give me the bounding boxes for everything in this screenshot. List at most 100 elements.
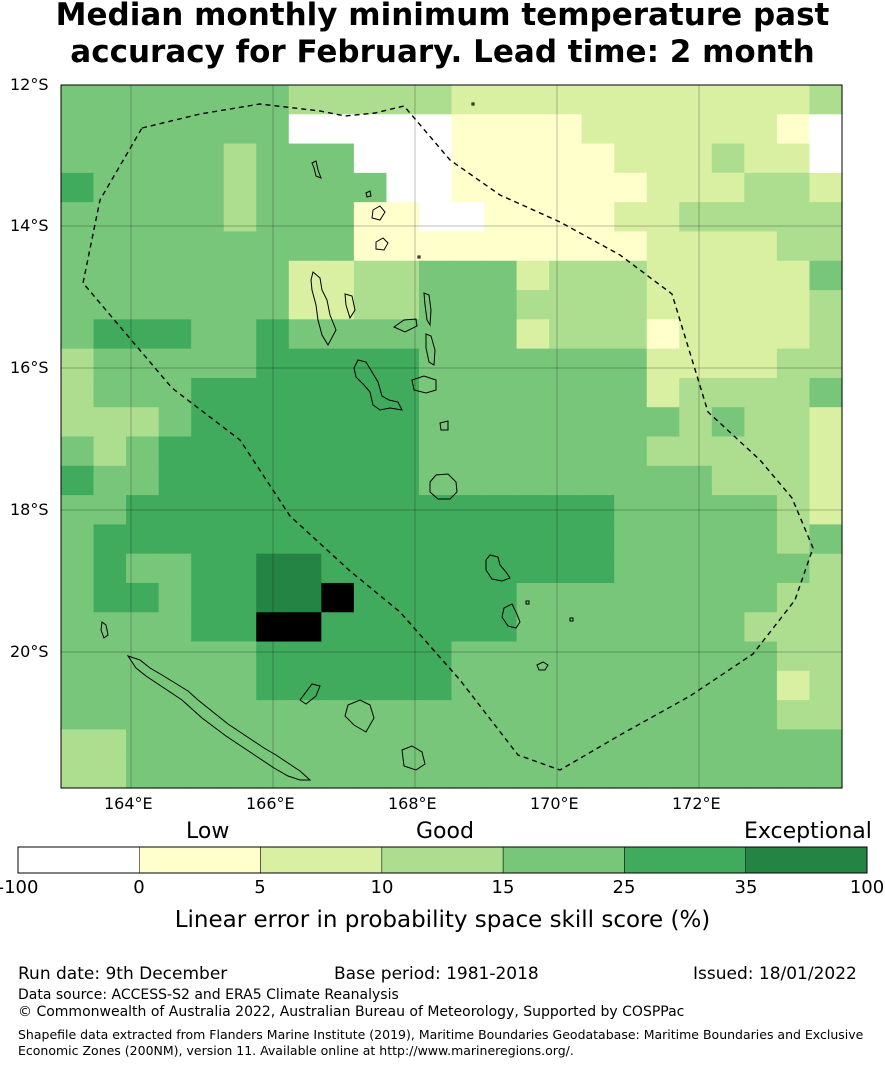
skill-cell: [223, 407, 257, 438]
skill-cell: [646, 407, 680, 438]
skill-cell: [744, 202, 778, 233]
skill-cell: [451, 729, 485, 760]
skill-cell: [223, 495, 257, 525]
skill-cell: [809, 524, 843, 555]
skill-cell: [516, 202, 550, 233]
skill-cell: [191, 758, 225, 789]
skill-cell: [614, 407, 648, 438]
skill-cell: [288, 612, 322, 643]
skill-cell: [158, 670, 192, 701]
skill-cell: [158, 495, 192, 525]
skill-cell: [549, 348, 583, 379]
skill-cell: [256, 670, 290, 701]
skill-cell: [126, 143, 160, 174]
skill-cell: [711, 290, 745, 320]
skill-cell: [158, 260, 192, 291]
skill-cell: [711, 495, 745, 525]
skill-cell: [223, 348, 257, 379]
skill-cell: [809, 290, 843, 320]
skill-cell: [549, 524, 583, 555]
skill-cell: [288, 582, 322, 613]
skill-cell: [484, 143, 518, 174]
skill-cell: [516, 700, 550, 731]
skill-cell: [191, 143, 225, 174]
skill-cell: [353, 495, 388, 525]
skill-cell: [321, 582, 355, 613]
data-source: Data source: ACCESS-S2 and ERA5 Climate …: [18, 987, 399, 1003]
lat-label-20s: 20°S: [10, 642, 49, 661]
skill-cell: [191, 114, 225, 145]
colorbar-swatch: [139, 846, 261, 874]
skill-cell: [223, 319, 257, 350]
skill-cell: [386, 758, 420, 789]
skill-cell: [776, 231, 811, 262]
skill-cell: [256, 260, 290, 291]
skill-cell: [581, 260, 615, 291]
skill-cell: [679, 700, 713, 731]
map-frame: [60, 84, 843, 789]
skill-cell: [744, 553, 778, 584]
skill-cell: [744, 172, 778, 203]
skill-cell: [451, 85, 485, 115]
skill-cell: [581, 700, 615, 731]
skill-cell: [711, 231, 745, 262]
skill-cell: [679, 436, 713, 467]
skill-cell: [516, 377, 550, 408]
skill-cell: [809, 553, 843, 584]
skill-cell: [321, 172, 355, 203]
skill-cell: [679, 377, 713, 408]
colorbar-title: Linear error in probability space skill …: [174, 907, 711, 933]
efate-island: [429, 473, 458, 500]
skill-cell: [484, 172, 518, 203]
skill-cell: [776, 612, 811, 643]
skill-cell: [126, 729, 160, 760]
skill-cell: [158, 172, 192, 203]
skill-cell: [581, 202, 615, 233]
skill-cell: [93, 582, 127, 613]
skill-cell: [191, 348, 225, 379]
skill-cell: [614, 436, 648, 467]
skill-cell: [809, 202, 843, 233]
skill-cell: [581, 407, 615, 438]
colorbar-tick: 35: [734, 877, 758, 898]
skill-cell: [744, 290, 778, 320]
skill-cell: [451, 582, 485, 613]
colorbar-swatch: [17, 846, 140, 874]
skill-cell: [614, 260, 648, 291]
skill-cell: [581, 758, 615, 789]
skill-cell: [711, 319, 745, 350]
skill-cell: [581, 670, 615, 701]
skill-cell: [809, 231, 843, 262]
skill-cell: [386, 700, 420, 731]
skill-cell: [646, 729, 680, 760]
run-date: Run date: 9th December: [18, 964, 228, 984]
skill-cell: [451, 524, 485, 555]
skill-cell: [158, 143, 192, 174]
skill-cell: [646, 202, 680, 233]
skill-cell: [321, 641, 355, 672]
skill-cell: [61, 700, 95, 731]
skill-cell: [126, 407, 160, 438]
skill-cell: [451, 143, 485, 174]
skill-cell: [516, 348, 550, 379]
skill-cell: [61, 612, 95, 643]
skill-cell: [126, 436, 160, 467]
skill-cell: [614, 524, 648, 555]
skill-cell: [386, 495, 420, 525]
skill-cell: [549, 260, 583, 291]
skill-cell: [711, 465, 745, 496]
lat-label-18s: 18°S: [10, 500, 49, 519]
skill-cell: [223, 172, 257, 203]
skill-cell: [744, 85, 778, 115]
skill-cell: [484, 290, 518, 320]
skill-cell: [679, 758, 713, 789]
skill-cell: [386, 202, 420, 233]
skill-cell: [679, 641, 713, 672]
skill-cell: [288, 202, 322, 233]
skill-cell: [353, 85, 388, 115]
skill-cell: [158, 553, 192, 584]
colorbar-tick: -100: [0, 877, 39, 898]
skill-cell: [549, 85, 583, 115]
skill-cell: [484, 436, 518, 467]
skill-cell: [126, 290, 160, 320]
